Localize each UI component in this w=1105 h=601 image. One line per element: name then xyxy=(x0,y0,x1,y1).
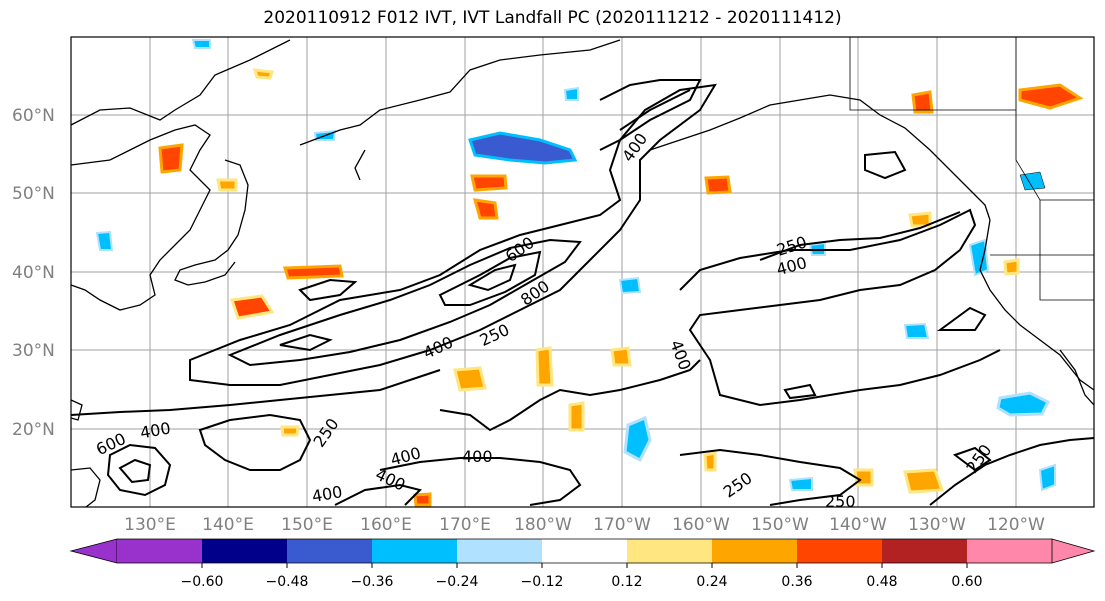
lon-label: 170°E xyxy=(439,515,491,535)
orange-patch xyxy=(252,68,275,80)
blue-patch xyxy=(95,230,114,251)
colorbar-tick: −0.60 xyxy=(181,574,224,590)
orange-patch xyxy=(280,425,300,437)
map-title: 2020110912 F012 IVT, IVT Landfall PC (20… xyxy=(263,8,842,28)
colorbar-segment xyxy=(202,539,287,563)
lat-label: 40°N xyxy=(12,263,55,283)
coastlines xyxy=(70,39,1095,508)
lon-label: 170°W xyxy=(593,515,651,535)
colorbar-tick: 0.24 xyxy=(696,574,727,590)
colorbar-segment xyxy=(627,539,712,563)
orange-patch xyxy=(911,90,934,114)
colorbar-extend-high xyxy=(1051,538,1096,564)
orange-patch xyxy=(568,401,585,432)
orange-patch xyxy=(413,492,432,507)
colorbar-segment xyxy=(287,539,372,563)
lon-label: 160°E xyxy=(360,515,412,535)
ivt-contours xyxy=(70,79,1095,506)
contour-label: 250 xyxy=(825,492,856,511)
orange-patch xyxy=(230,294,275,320)
colorbar-extend-low xyxy=(69,538,118,564)
colorbar-segment xyxy=(117,539,202,563)
colorbar-segment xyxy=(882,539,967,563)
orange-patch xyxy=(1003,258,1020,276)
colorbar-segment xyxy=(712,539,797,563)
blue-patch xyxy=(563,86,579,101)
colorbar-segment xyxy=(542,539,627,563)
blue-patch xyxy=(903,322,930,339)
blue-patch xyxy=(468,131,578,165)
colorbar-tick: −0.12 xyxy=(521,574,564,590)
lon-label: 120°W xyxy=(987,515,1045,535)
blue-patch xyxy=(191,39,211,49)
contour-label: 400 xyxy=(462,447,493,466)
lon-label: 140°W xyxy=(829,515,887,535)
colorbar-segment xyxy=(372,539,457,563)
lon-label: 150°E xyxy=(281,515,333,535)
colorbar-segment xyxy=(797,539,882,563)
orange-patch xyxy=(903,468,945,494)
lat-label: 30°N xyxy=(12,341,55,361)
orange-patch xyxy=(158,143,184,174)
colorbar-tick: −0.36 xyxy=(351,574,394,590)
borders xyxy=(849,37,1094,301)
lon-label: 130°E xyxy=(124,515,176,535)
longitude-labels: 130°E 140°E 150°E 160°E 170°E 180°W 170°… xyxy=(124,515,1045,535)
lon-label: 160°W xyxy=(672,515,730,535)
orange-patch xyxy=(216,178,238,192)
blue-patch xyxy=(996,391,1051,417)
colorbar-segment xyxy=(457,539,542,563)
lon-label: 150°W xyxy=(751,515,809,535)
colorbar-tick: −0.24 xyxy=(436,574,479,590)
colorbar-tick: 0.12 xyxy=(611,574,642,590)
lat-label: 20°N xyxy=(12,420,55,440)
blue-patch xyxy=(623,415,652,463)
orange-patch xyxy=(610,346,632,367)
orange-patch xyxy=(283,264,344,280)
orange-patch xyxy=(908,211,932,228)
blue-patch xyxy=(1038,463,1056,492)
colorbar-segment xyxy=(967,539,1052,563)
lon-label: 180°W xyxy=(514,515,572,535)
blue-patch xyxy=(618,276,642,295)
colorbar-tick: −0.48 xyxy=(266,574,309,590)
lon-label: 130°W xyxy=(908,515,966,535)
orange-patch xyxy=(703,451,717,472)
orange-patch xyxy=(472,198,499,220)
orange-patch xyxy=(470,174,508,192)
colorbar-tick: 0.60 xyxy=(951,574,982,590)
map-frame xyxy=(70,36,1095,508)
lat-label: 50°N xyxy=(12,184,55,204)
blue-patch xyxy=(968,238,990,277)
orange-patch xyxy=(1018,83,1084,110)
colorbar-tick: 0.36 xyxy=(781,574,812,590)
colorbar: −0.60 −0.48 −0.36 −0.24 −0.12 0.12 0.24 … xyxy=(69,538,1096,590)
colorbar-tick: 0.48 xyxy=(866,574,897,590)
latitude-labels: 60°N 50°N 40°N 30°N 20°N xyxy=(12,106,55,440)
orange-patch xyxy=(535,346,554,387)
blue-patch xyxy=(788,476,813,491)
orange-patch xyxy=(704,175,732,195)
pc-shading xyxy=(95,39,1084,507)
lat-label: 60°N xyxy=(12,106,55,126)
orange-patch xyxy=(453,366,487,392)
lon-label: 140°E xyxy=(202,515,254,535)
